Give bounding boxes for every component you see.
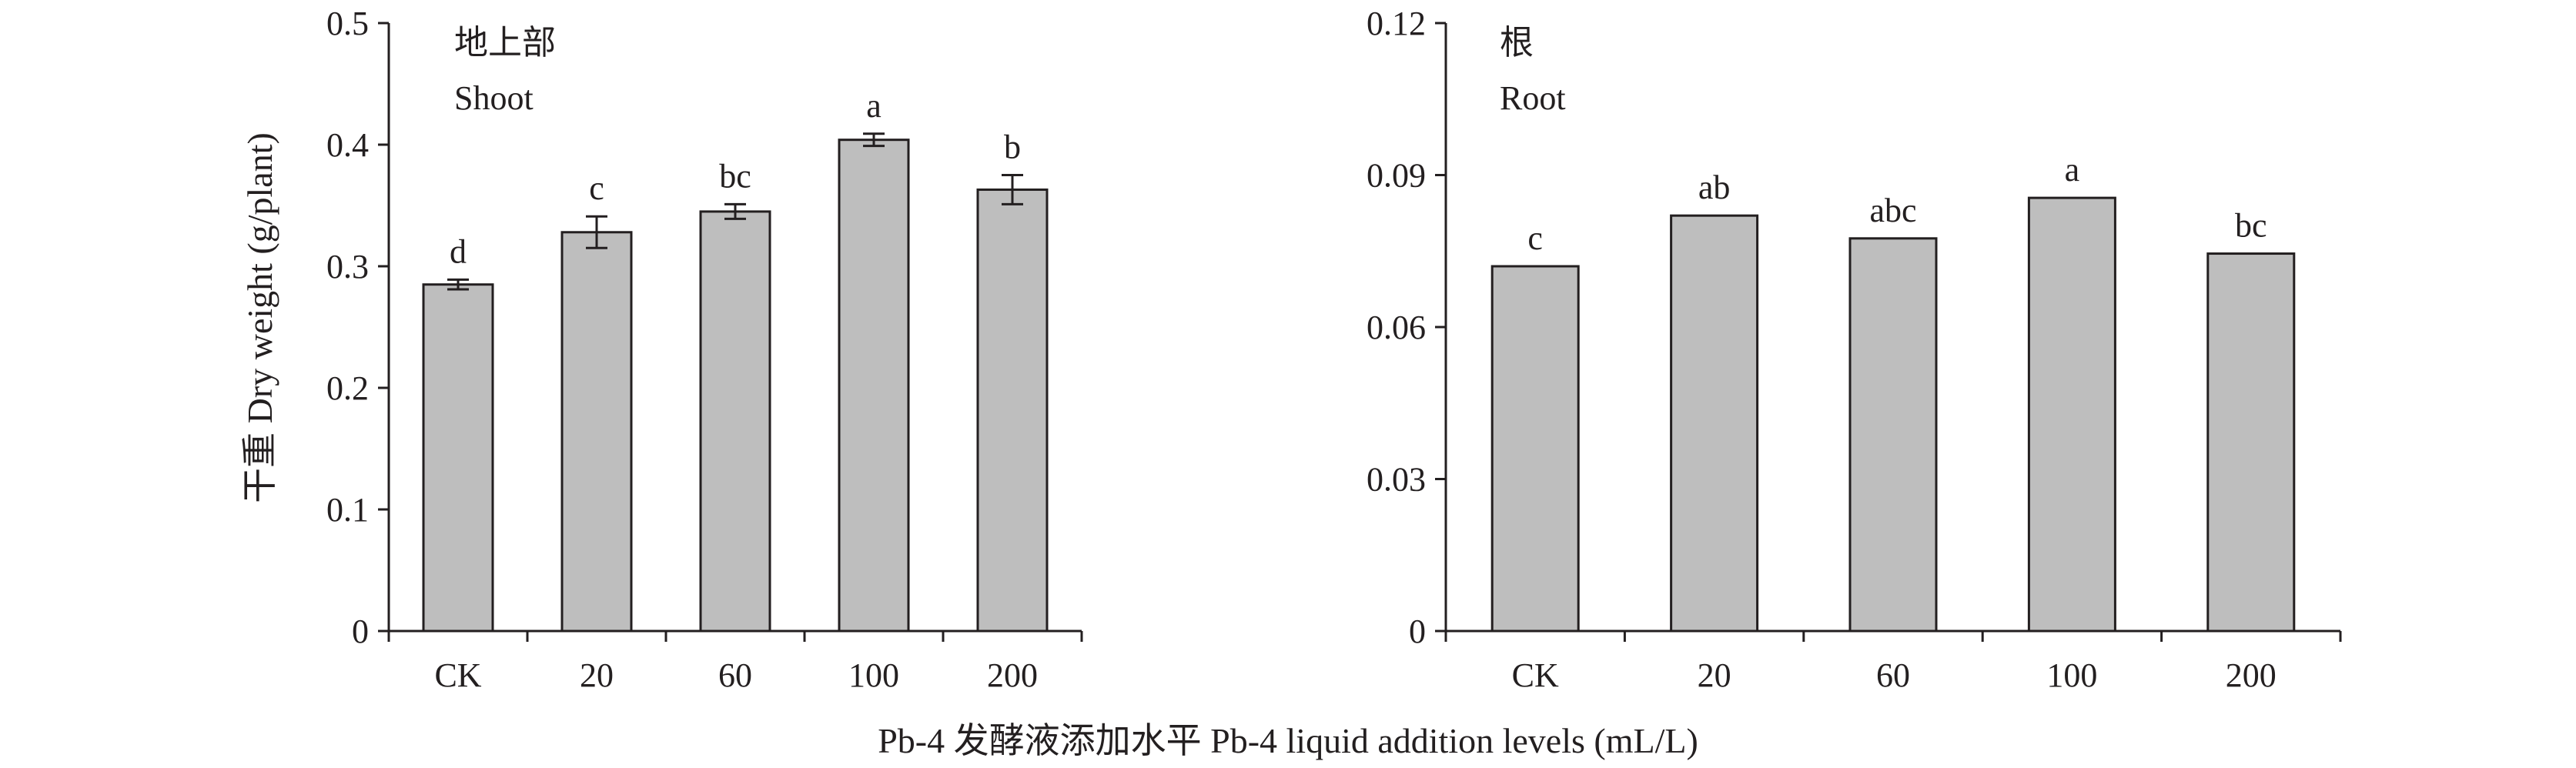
bar [1670, 214, 1759, 633]
x-tick-label: CK [1512, 656, 1559, 694]
bar [699, 210, 771, 633]
significance-letter: b [1004, 129, 1021, 166]
x-tick-label: CK [434, 656, 481, 694]
bar [560, 231, 633, 633]
significance-letter: a [2065, 151, 2080, 189]
x-tick-label: 100 [2046, 656, 2097, 694]
x-tick-label: 20 [1698, 656, 1731, 694]
y-tick-label: 0.1 [326, 491, 369, 529]
bar [422, 283, 494, 633]
panel-subtitle: Shoot [454, 79, 534, 117]
x-tick-label: 200 [987, 656, 1038, 694]
root-panel: 0 0.03 0.06 0.09 0.12 c CK ab 20 abc 60 a 100 bc 200 根R… [1367, 5, 2342, 694]
significance-letter: c [1527, 219, 1543, 257]
bar [2206, 252, 2296, 633]
y-tick-label: 0.4 [326, 126, 369, 164]
y-tick-label: 0 [1409, 613, 1426, 650]
x-axis-title: Pb-4 发酵液添加水平 Pb-4 liquid addition levels… [878, 721, 1698, 760]
panel-title: 地上部 [454, 24, 556, 62]
y-tick-label: 0 [352, 613, 369, 650]
bar [1848, 237, 1938, 633]
significance-letter: a [866, 87, 882, 125]
significance-letter: ab [1698, 169, 1731, 206]
y-tick-label: 0.03 [1367, 461, 1426, 499]
panel-subtitle: Root [1500, 79, 1566, 117]
bar [976, 188, 1049, 633]
significance-letter: abc [1869, 192, 1916, 229]
x-tick-label: 60 [718, 656, 752, 694]
y-tick-label: 0.5 [326, 5, 369, 42]
y-tick-label: 0.06 [1367, 309, 1426, 346]
x-tick-label: 200 [2226, 656, 2277, 694]
shoot-panel: 0 0.1 0.2 0.3 0.4 0.5 d CK c 20 bc 60 a 100 b 200 地上部 Sho… [326, 5, 1083, 694]
x-tick-label: 20 [580, 656, 614, 694]
significance-letter: c [589, 169, 604, 207]
panel-title: 根 [1500, 24, 1534, 62]
y-tick-label: 0.12 [1367, 5, 1426, 42]
bar [1490, 265, 1580, 633]
significance-letter: bc [2235, 207, 2267, 245]
y-tick-label: 0.3 [326, 248, 369, 285]
x-tick-label: 100 [848, 656, 899, 694]
y-axis-title: 干重 Dry weight (g/plant) [240, 132, 279, 503]
significance-letter: bc [719, 157, 751, 195]
bar [838, 139, 910, 633]
significance-letter: d [450, 232, 467, 270]
y-tick-label: 0.09 [1367, 157, 1426, 195]
y-tick-label: 0.2 [326, 369, 369, 407]
bar [2027, 196, 2116, 633]
x-tick-label: 60 [1876, 656, 1910, 694]
